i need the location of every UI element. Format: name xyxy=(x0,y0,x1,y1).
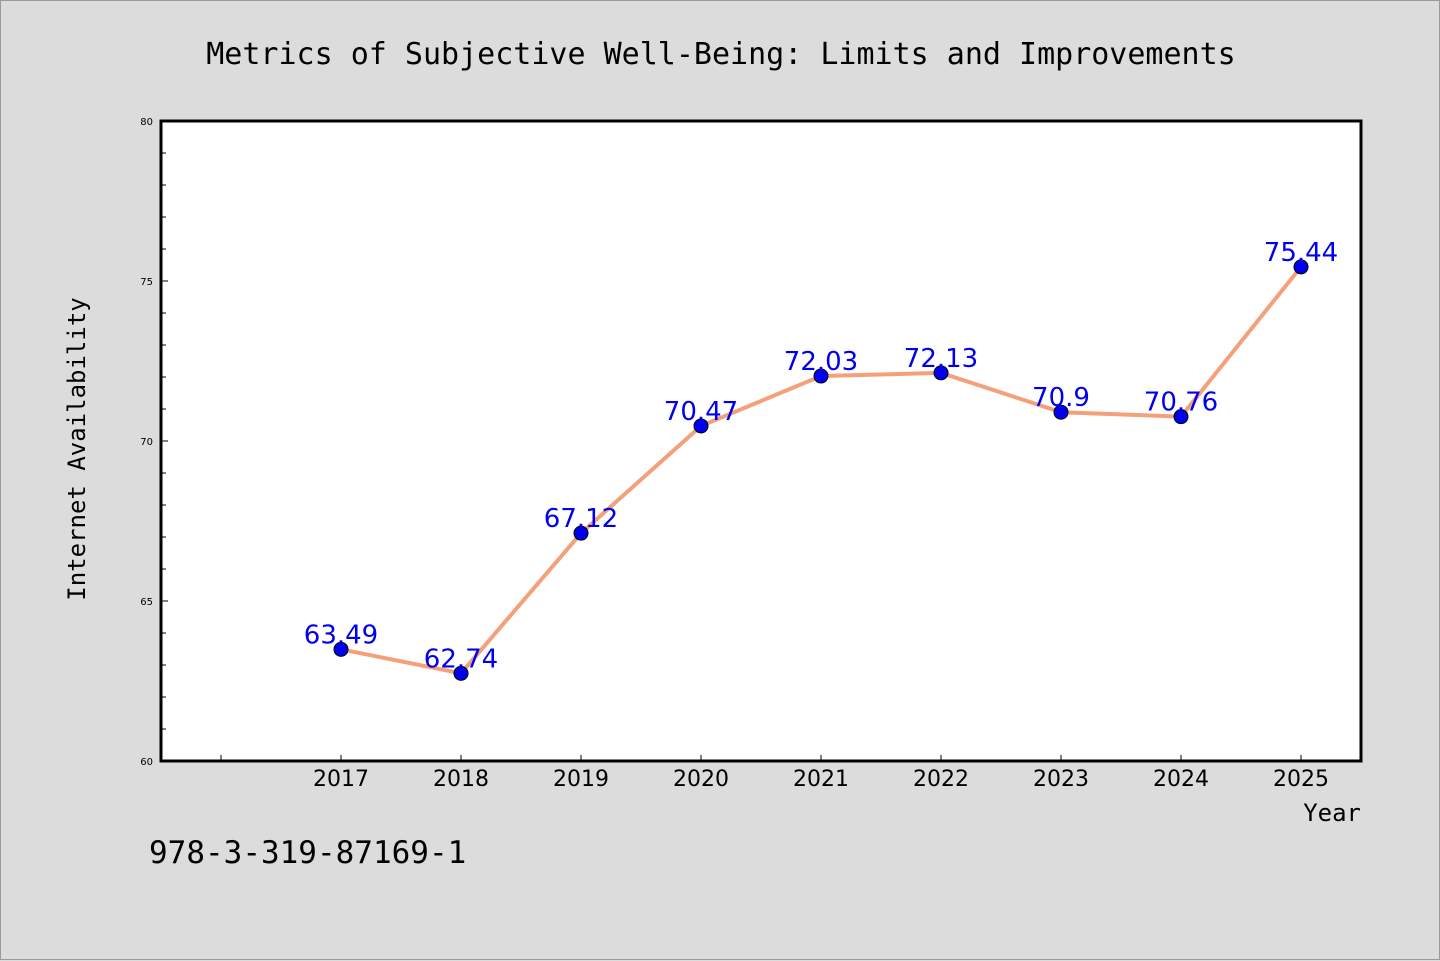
isbn-footer: 978-3-319-87169-1 xyxy=(149,835,467,871)
x-tick-label: 2024 xyxy=(1153,767,1209,792)
data-label: 72.03 xyxy=(784,347,858,377)
data-label: 70.76 xyxy=(1144,388,1218,418)
data-labels-group: 63.49 62.74 67.12 70.47 72.03 72.13 70.9 70.76 7… xyxy=(304,238,1338,674)
y-axis: 60 65 70 75 80 xyxy=(140,117,168,768)
y-tick-label: 70 xyxy=(140,437,153,448)
data-point xyxy=(1293,259,1309,275)
y-tick-label: 60 xyxy=(140,757,153,768)
data-label: 67.12 xyxy=(544,504,618,534)
x-tick-label: 2020 xyxy=(673,767,729,792)
data-point xyxy=(333,641,349,657)
y-tick-label: 75 xyxy=(140,277,153,288)
y-tick-label: 80 xyxy=(140,117,153,128)
x-axis-label: Year xyxy=(1303,799,1361,827)
data-label: 70.47 xyxy=(664,397,738,427)
x-tick-label: 2023 xyxy=(1033,767,1089,792)
markers-group xyxy=(333,259,1309,681)
y-tick-label: 65 xyxy=(140,597,153,608)
x-tick-label: 2019 xyxy=(553,767,609,792)
x-tick-label: 2022 xyxy=(913,767,969,792)
data-point xyxy=(453,665,469,681)
x-tick-label: 2018 xyxy=(433,767,489,792)
chart-title: Metrics of Subjective Well-Being: Limits… xyxy=(206,37,1236,72)
x-tick-label: 2025 xyxy=(1273,767,1329,792)
x-axis: 2017 2018 2019 2020 2021 2022 2023 2024 2025 xyxy=(220,755,1329,792)
data-point xyxy=(573,525,589,541)
data-label: 70.9 xyxy=(1032,383,1090,413)
data-label: 72.13 xyxy=(904,344,978,374)
data-point xyxy=(813,368,829,384)
data-point xyxy=(1053,404,1069,420)
x-tick-label: 2017 xyxy=(313,767,369,792)
plot-area xyxy=(159,119,1363,763)
data-point xyxy=(693,418,709,434)
data-point xyxy=(1173,409,1189,425)
data-label: 62.74 xyxy=(424,644,498,674)
x-tick-label: 2021 xyxy=(793,767,849,792)
data-label: 75.44 xyxy=(1264,238,1338,268)
data-label: 63.49 xyxy=(304,620,378,650)
data-point xyxy=(933,365,949,381)
y-axis-label: Internet Availability xyxy=(63,297,91,600)
